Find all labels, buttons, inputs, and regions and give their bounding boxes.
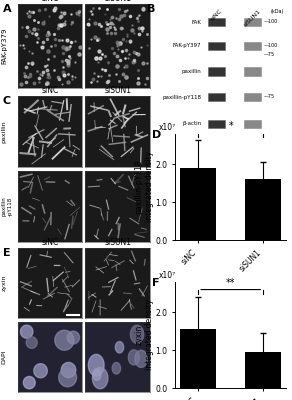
Polygon shape: [131, 325, 144, 344]
Text: *: *: [228, 121, 233, 131]
Text: siSUN1: siSUN1: [243, 8, 262, 28]
Text: x10⁷: x10⁷: [159, 123, 176, 132]
Text: —75: —75: [264, 94, 275, 99]
Text: siNC: siNC: [210, 8, 223, 22]
Polygon shape: [88, 354, 104, 376]
Text: B: B: [147, 4, 156, 14]
Bar: [244, 93, 261, 101]
Y-axis label: zyxin
integrated density: zyxin integrated density: [135, 300, 154, 370]
Polygon shape: [26, 337, 37, 348]
Text: siNC: siNC: [41, 0, 59, 3]
Text: siSUN1: siSUN1: [105, 238, 131, 247]
Polygon shape: [61, 362, 76, 378]
Text: FAK-pY397: FAK-pY397: [173, 44, 201, 48]
Text: FAK-pY379: FAK-pY379: [1, 28, 8, 64]
Text: —75: —75: [264, 52, 275, 58]
Text: siNC: siNC: [41, 86, 59, 95]
Text: —100: —100: [264, 43, 278, 48]
Polygon shape: [67, 331, 79, 344]
Text: siNC: siNC: [41, 238, 59, 247]
Bar: [208, 18, 225, 26]
Text: zyxin: zyxin: [1, 275, 6, 291]
Text: FAK: FAK: [192, 20, 201, 24]
Text: (kDa): (kDa): [270, 8, 284, 14]
Text: **: **: [226, 278, 235, 288]
Bar: [245, 180, 281, 240]
Polygon shape: [23, 376, 35, 389]
Polygon shape: [93, 369, 101, 380]
Text: paxillin
-pY118: paxillin -pY118: [1, 197, 12, 216]
Text: E: E: [3, 248, 11, 258]
Text: paxillin: paxillin: [182, 69, 201, 74]
Bar: [244, 120, 261, 128]
Polygon shape: [59, 368, 77, 387]
Text: —100: —100: [264, 19, 278, 24]
Polygon shape: [20, 325, 33, 338]
Polygon shape: [55, 330, 74, 350]
Polygon shape: [115, 342, 124, 353]
Polygon shape: [112, 362, 121, 374]
Bar: [245, 352, 281, 388]
Bar: [208, 93, 225, 101]
Text: paxillin-pY118: paxillin-pY118: [162, 94, 201, 100]
Text: A: A: [3, 4, 12, 14]
Text: D: D: [152, 130, 161, 140]
Text: siSUN1: siSUN1: [105, 0, 131, 3]
Polygon shape: [93, 368, 108, 389]
Bar: [244, 18, 261, 26]
Bar: [208, 42, 225, 50]
Text: DAPI: DAPI: [1, 350, 6, 364]
Text: F: F: [152, 278, 159, 288]
Text: paxillin: paxillin: [1, 120, 6, 143]
Bar: [180, 168, 216, 240]
Polygon shape: [135, 350, 147, 368]
Y-axis label: paxillin-pY118
integrated density: paxillin-pY118 integrated density: [135, 152, 154, 222]
Text: C: C: [3, 96, 11, 106]
Bar: [180, 329, 216, 388]
Text: β-actin: β-actin: [182, 122, 201, 126]
Polygon shape: [128, 350, 139, 365]
Bar: [244, 42, 261, 50]
Bar: [208, 67, 225, 76]
Polygon shape: [34, 364, 47, 378]
Text: siSUN1: siSUN1: [105, 86, 131, 95]
Bar: [208, 120, 225, 128]
Bar: [244, 67, 261, 76]
Text: x10⁷: x10⁷: [159, 271, 176, 280]
